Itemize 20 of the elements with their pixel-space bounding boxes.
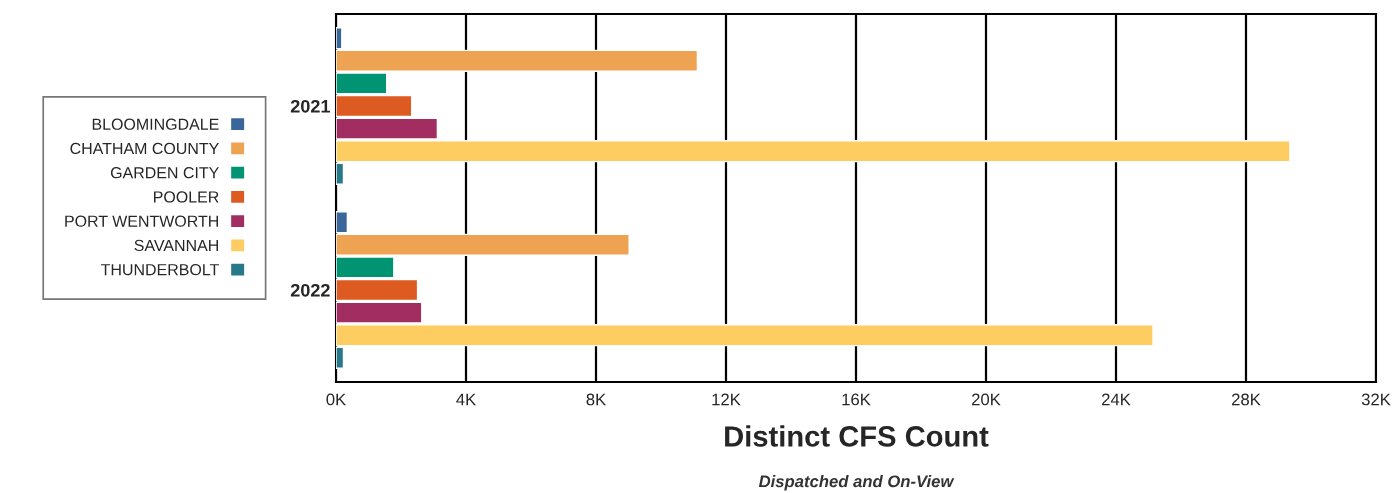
legend-label: POOLER (154, 191, 219, 203)
x-tick-label: 0K (326, 393, 347, 406)
x-tick-label: 20K (972, 393, 1001, 406)
x-tick-label: 12K (712, 393, 741, 406)
legend-label: GARDEN CITY (110, 167, 219, 179)
x-tick-label: 24K (1102, 393, 1131, 406)
x-tick-label: 8K (586, 393, 607, 406)
legend-label: BLOOMINGDALE (92, 118, 219, 130)
legend-label: SAVANNAH (134, 239, 218, 252)
legend-label: PORT WENTWORTH (65, 215, 218, 227)
text: Dispatched and On-View (758, 475, 955, 491)
y-tick-label: 2022 (290, 283, 330, 297)
legend-label: THUNDERBOLT (101, 263, 219, 276)
legend-label: CHATHAM COUNTY (70, 142, 219, 155)
y-tick-label: 2021 (290, 99, 330, 113)
x-axis-title: Distinct CFS Count (725, 425, 989, 447)
x-tick-label: 32K (1361, 393, 1391, 406)
x-tick-label: 16K (842, 393, 871, 406)
x-tick-label: 28K (1232, 393, 1261, 406)
x-tick-label: 4K (456, 393, 477, 406)
